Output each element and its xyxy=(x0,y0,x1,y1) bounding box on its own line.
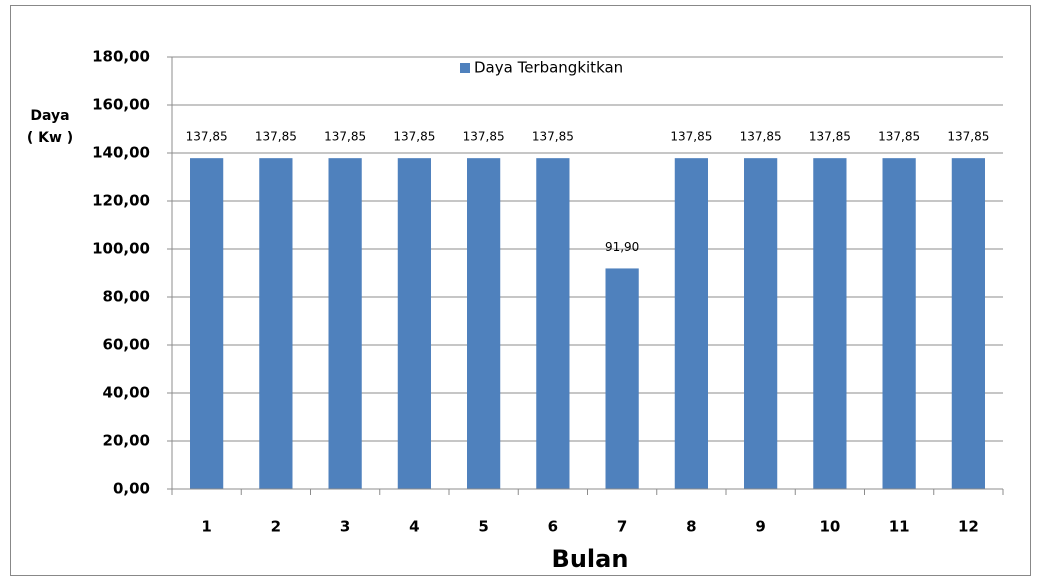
x-tick-label: 12 xyxy=(958,518,979,536)
x-tick-label: 4 xyxy=(409,518,419,536)
bar xyxy=(882,158,916,489)
x-tick-label: 11 xyxy=(889,518,910,536)
data-label: 137,85 xyxy=(740,130,782,144)
data-label: 137,85 xyxy=(947,130,989,144)
y-tick-label: 20,00 xyxy=(103,432,150,450)
x-tick-label: 2 xyxy=(271,518,281,536)
x-tick-label: 1 xyxy=(201,518,211,536)
y-axis-label: Daya xyxy=(30,108,69,124)
data-label: 137,85 xyxy=(186,130,228,144)
legend-swatch xyxy=(460,63,470,73)
data-label: 137,85 xyxy=(532,130,574,144)
x-tick-label: 7 xyxy=(617,518,627,536)
bar xyxy=(744,158,778,489)
y-tick-label: 100,00 xyxy=(92,240,150,258)
y-tick-label: 40,00 xyxy=(103,384,150,402)
bar xyxy=(674,158,708,489)
x-tick-label: 8 xyxy=(686,518,696,536)
y-tick-label: 160,00 xyxy=(92,96,150,114)
bar xyxy=(190,158,224,489)
data-label: 137,85 xyxy=(463,130,505,144)
y-tick-label: 0,00 xyxy=(113,480,150,498)
bar xyxy=(397,158,431,489)
bar xyxy=(536,158,570,489)
y-tick-label: 60,00 xyxy=(103,336,150,354)
data-label: 137,85 xyxy=(809,130,851,144)
x-axis-label: Bulan xyxy=(552,545,629,573)
bar xyxy=(813,158,847,489)
data-label: 137,85 xyxy=(255,130,297,144)
y-tick-label: 140,00 xyxy=(92,144,150,162)
x-tick-label: 6 xyxy=(548,518,558,536)
data-label: 137,85 xyxy=(878,130,920,144)
y-tick-label: 180,00 xyxy=(92,48,150,66)
bar xyxy=(467,158,501,489)
data-label: 137,85 xyxy=(393,130,435,144)
legend-label: Daya Terbangkitkan xyxy=(474,59,623,77)
data-label: 91,90 xyxy=(605,240,639,254)
chart-border xyxy=(10,5,1031,576)
y-tick-label: 120,00 xyxy=(92,192,150,210)
y-tick-label: 80,00 xyxy=(103,288,150,306)
x-tick-label: 3 xyxy=(340,518,350,536)
bar xyxy=(951,158,985,489)
bar xyxy=(259,158,293,489)
x-tick-label: 5 xyxy=(478,518,488,536)
data-label: 137,85 xyxy=(324,130,366,144)
bar xyxy=(605,268,639,489)
x-tick-label: 9 xyxy=(755,518,765,536)
x-tick-label: 10 xyxy=(819,518,840,536)
data-label: 137,85 xyxy=(670,130,712,144)
y-axis-label: ( Kw ) xyxy=(27,130,73,146)
bar xyxy=(328,158,362,489)
